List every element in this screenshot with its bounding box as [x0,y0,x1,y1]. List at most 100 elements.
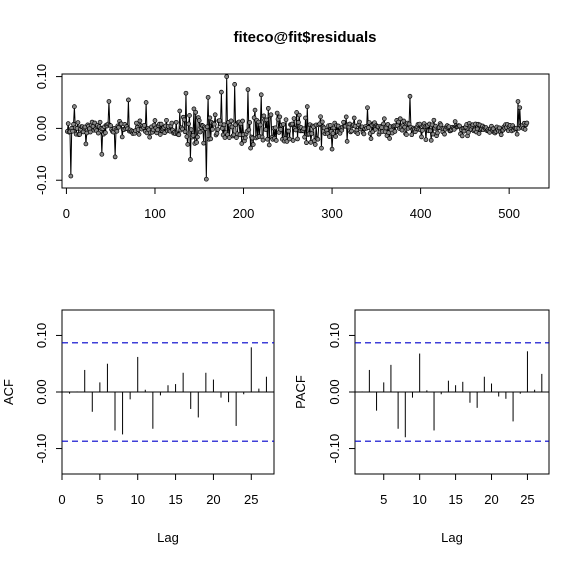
residuals-point [201,140,207,146]
residuals-point [366,120,372,125]
residuals-point [341,119,346,125]
residuals-point [428,137,434,143]
residuals-point [211,121,217,127]
residuals-point [137,118,143,124]
residuals-point [428,128,433,134]
acf-y-label: ACF [1,379,16,405]
residuals-point [286,128,292,134]
residuals-point [459,133,465,139]
residuals-point [522,126,528,132]
pacf-x-tick-label: 10 [412,492,426,507]
residuals-point [181,117,187,123]
residuals-point [222,135,228,140]
residuals-point [183,90,189,96]
residuals-point [303,115,308,121]
acf-x-label: Lag [157,530,179,545]
residuals-point [435,130,440,136]
residuals-point [420,128,425,133]
residuals-point [304,140,309,146]
residuals-point [293,127,299,133]
residuals-point [457,123,462,129]
residuals-point [296,119,301,125]
residuals-x-tick-label: 400 [410,206,432,221]
residuals-point [250,142,256,147]
residuals-point [188,157,193,162]
residuals-point [397,116,403,122]
residuals-point [257,122,263,128]
residuals-x-tick-label: 100 [144,206,166,221]
residuals-point [357,119,362,125]
residuals-point [498,132,504,138]
acf-y-tick-label: 0.10 [34,323,49,348]
residuals-point [333,134,338,139]
residuals-point [312,142,318,147]
residuals-point [514,131,520,137]
acf-y-tick-label: -0.10 [34,434,49,464]
pacf-y-tick-label: 0.00 [327,379,342,404]
residuals-point [208,136,214,142]
residuals-point [87,129,93,135]
residuals-point [187,113,192,118]
acf-x-ticks: 0 5 10 15 20 25 [58,474,259,507]
residuals-series [64,74,530,182]
residuals-point [173,119,179,125]
residuals-point [221,122,227,128]
residuals-point [277,114,283,120]
residuals-point [114,128,120,134]
residuals-point [381,121,386,127]
residuals-point [97,119,103,125]
residuals-point [196,118,202,123]
residuals-point [278,127,284,132]
residuals-x-tick-label: 200 [233,206,255,221]
residuals-y-ticks: -0.10 0.00 0.10 [34,64,62,195]
residuals-point [524,120,530,126]
residuals-point [252,107,258,113]
pacf-bars [354,351,549,438]
residuals-point [103,130,108,136]
residuals-point [452,119,458,124]
residuals-point [68,173,74,179]
residuals-point [194,140,199,145]
residuals-x-tick-label: 500 [498,206,520,221]
residuals-point [289,121,295,127]
residuals-point [476,131,482,136]
residuals-point [361,131,367,137]
residuals-point [169,120,175,126]
residuals-point [315,136,321,142]
residuals-point [302,134,307,140]
residuals-point [409,132,415,138]
residuals-point [263,127,268,132]
residuals-point [365,105,370,111]
residuals-point [242,135,248,141]
residuals-point [197,129,203,135]
residuals-point [264,117,269,123]
residuals-point [164,117,169,123]
residuals-point [381,116,387,122]
pacf-y-tick-label: -0.10 [327,434,342,464]
residuals-point [343,114,349,120]
residuals-point [355,131,361,136]
residuals-point [72,104,77,110]
residuals-point [290,138,296,143]
residuals-point [273,138,279,143]
residuals-point [212,112,218,118]
acf-x-tick-label: 15 [168,492,182,507]
residuals-point [195,134,200,140]
pacf-panel: 5 10 15 20 25 -0.10 0.00 0.10 Lag PACF [293,309,550,545]
acf-x-tick-label: 25 [244,492,258,507]
residuals-point [401,118,407,124]
residuals-point [240,118,245,124]
pacf-x-tick-label: 5 [380,492,387,507]
acf-confidence-band [62,342,274,442]
residuals-point [219,89,224,95]
acf-x-tick-label: 0 [58,492,65,507]
residuals-point [152,118,158,123]
residuals-point [248,145,253,151]
residuals-point [188,127,194,132]
residuals-point [366,125,371,130]
residuals-point [273,125,278,131]
residuals-point [258,92,264,98]
residuals-point [108,123,114,129]
residuals-point [327,134,332,139]
